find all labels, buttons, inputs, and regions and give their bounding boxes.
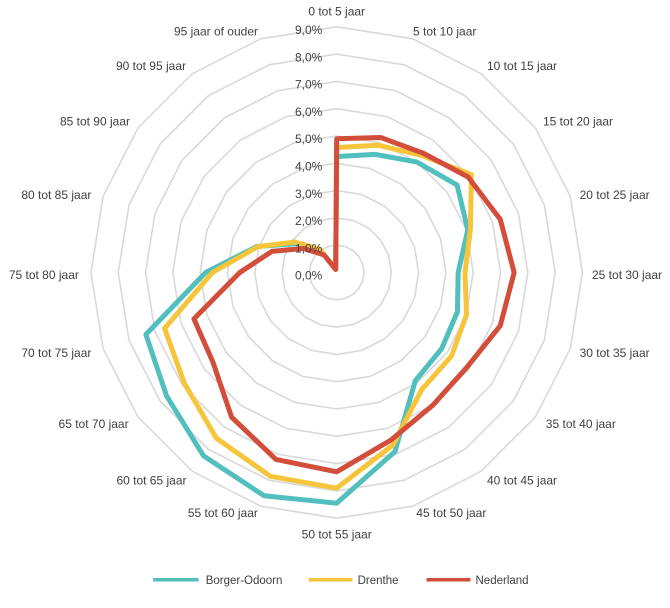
svg-text:40 tot 45 jaar: 40 tot 45 jaar — [487, 473, 557, 487]
svg-text:20 tot 25 jaar: 20 tot 25 jaar — [580, 188, 650, 202]
svg-text:65 tot 70 jaar: 65 tot 70 jaar — [59, 417, 129, 431]
svg-text:55 tot 60 jaar: 55 tot 60 jaar — [188, 506, 258, 520]
svg-text:75 tot 80 jaar: 75 tot 80 jaar — [9, 268, 79, 282]
svg-text:0,0%: 0,0% — [295, 269, 323, 283]
svg-text:9,0%: 9,0% — [295, 23, 323, 37]
svg-text:3,0%: 3,0% — [295, 187, 323, 201]
svg-text:25 tot 30 jaar: 25 tot 30 jaar — [592, 268, 662, 282]
svg-text:90 tot 95 jaar: 90 tot 95 jaar — [116, 59, 186, 73]
svg-text:4,0%: 4,0% — [295, 160, 323, 174]
svg-text:95 jaar of ouder: 95 jaar of ouder — [174, 25, 258, 39]
svg-text:7,0%: 7,0% — [295, 78, 323, 92]
svg-text:8,0%: 8,0% — [295, 50, 323, 64]
svg-text:80 tot 85 jaar: 80 tot 85 jaar — [21, 188, 91, 202]
svg-text:Borger-Odoorn: Borger-Odoorn — [206, 575, 283, 587]
svg-text:5 tot 10 jaar: 5 tot 10 jaar — [413, 25, 476, 39]
svg-text:Drenthe: Drenthe — [358, 575, 399, 587]
svg-text:2,0%: 2,0% — [295, 214, 323, 228]
svg-text:85 tot 90 jaar: 85 tot 90 jaar — [60, 115, 130, 129]
svg-text:45 tot 50 jaar: 45 tot 50 jaar — [416, 506, 486, 520]
svg-text:50 tot 55 jaar: 50 tot 55 jaar — [302, 528, 372, 542]
svg-text:5,0%: 5,0% — [295, 132, 323, 146]
svg-text:Nederland: Nederland — [476, 575, 529, 587]
svg-text:70 tot 75 jaar: 70 tot 75 jaar — [21, 346, 91, 360]
svg-text:35 tot 40 jaar: 35 tot 40 jaar — [546, 417, 616, 431]
svg-text:30 tot 35 jaar: 30 tot 35 jaar — [580, 346, 650, 360]
svg-text:1,0%: 1,0% — [295, 241, 323, 255]
svg-text:10 tot 15 jaar: 10 tot 15 jaar — [487, 59, 557, 73]
svg-text:0 tot 5 jaar: 0 tot 5 jaar — [308, 5, 365, 19]
svg-text:6,0%: 6,0% — [295, 105, 323, 119]
svg-text:60 tot 65 jaar: 60 tot 65 jaar — [116, 473, 186, 487]
svg-text:15 tot 20 jaar: 15 tot 20 jaar — [543, 115, 613, 129]
